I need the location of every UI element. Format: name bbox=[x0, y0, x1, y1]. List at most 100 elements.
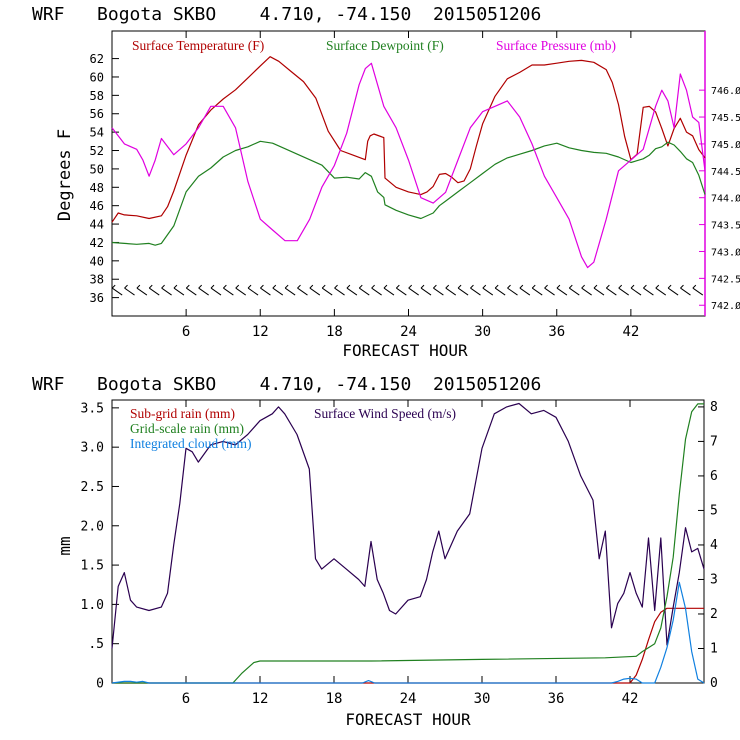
surface-dewpoint-f-line bbox=[111, 140, 706, 246]
x-tick-label: 18 bbox=[326, 691, 343, 707]
grid-scale-rain-mm-line bbox=[112, 403, 704, 684]
wind-barb bbox=[680, 284, 691, 296]
y-tick-label: 0 bbox=[96, 677, 104, 692]
y-tick-label: 2.0 bbox=[81, 519, 104, 534]
x-tick-label: 30 bbox=[474, 324, 491, 340]
surface-wind-speed-m-s-line bbox=[111, 402, 705, 649]
y-tick-label: 36 bbox=[90, 291, 104, 305]
y-tick-label: 42 bbox=[90, 236, 104, 250]
wind-barb bbox=[408, 284, 419, 296]
y2-tick-label: 742.5 bbox=[711, 274, 740, 285]
legend-wind-speed: Surface Wind Speed (m/s) bbox=[314, 406, 456, 421]
y2-tick-label: 4 bbox=[710, 538, 718, 553]
wind-barb bbox=[235, 284, 247, 296]
panel2-ticks: 6 12 18 24 30 36 420.51.01.52.02.53.03.5012345… bbox=[81, 400, 718, 707]
wind-barb bbox=[507, 284, 518, 296]
wind-barb bbox=[519, 284, 531, 296]
wind-barb bbox=[445, 284, 457, 296]
wind-barb bbox=[568, 284, 580, 296]
surface-pressure-mb-line bbox=[111, 62, 706, 269]
y-tick-label: 58 bbox=[90, 89, 104, 103]
wind-barb bbox=[630, 284, 642, 296]
wind-barb bbox=[148, 284, 160, 296]
wind-barb bbox=[531, 284, 543, 296]
wind-barb bbox=[272, 284, 284, 296]
wind-barb bbox=[161, 284, 172, 296]
wind-barb bbox=[111, 284, 123, 296]
y-tick-label: 60 bbox=[90, 70, 104, 84]
y2-tick-label: 5 bbox=[710, 503, 718, 518]
wind-barb bbox=[494, 284, 506, 296]
x-tick-label: 6 bbox=[182, 324, 190, 340]
wind-barb bbox=[581, 284, 592, 296]
wind-barb bbox=[420, 284, 432, 296]
y-tick-label: 52 bbox=[90, 144, 104, 158]
wind-barb bbox=[667, 284, 679, 296]
y-tick-label: 50 bbox=[90, 162, 104, 176]
x-tick-label: 18 bbox=[326, 324, 343, 340]
y-tick-label: 2.5 bbox=[81, 480, 104, 495]
y-tick-label: 3.5 bbox=[81, 401, 104, 416]
y2-tick-label: 7 bbox=[710, 434, 718, 449]
y2-tick-label: 746.Ø bbox=[711, 85, 740, 97]
wind-barb bbox=[383, 284, 395, 296]
wind-barb bbox=[556, 284, 568, 296]
wind-barb bbox=[358, 284, 370, 296]
y2-tick-label: 743.5 bbox=[711, 221, 740, 232]
x-tick-label: 36 bbox=[548, 691, 565, 707]
legend-surface-temperature: Surface Temperature (F) bbox=[132, 38, 264, 53]
y2-tick-label: 743.Ø bbox=[711, 246, 740, 258]
wind-barb bbox=[457, 284, 469, 296]
y2-tick-label: 744.5 bbox=[711, 167, 740, 178]
wind-barb bbox=[618, 284, 629, 296]
panel2-legend: Sub-grid rain (mm) Surface Wind Speed (m… bbox=[130, 406, 456, 451]
y-tick-label: 48 bbox=[90, 181, 104, 195]
y2-tick-label: 3 bbox=[710, 572, 718, 587]
wind-barb bbox=[321, 284, 333, 296]
panel1-ylabel: Degrees F bbox=[55, 129, 75, 221]
y-tick-label: 46 bbox=[90, 199, 104, 213]
x-tick-label: 36 bbox=[548, 324, 565, 340]
wind-barb bbox=[297, 284, 308, 296]
wind-barb bbox=[655, 284, 667, 296]
y-tick-label: .5 bbox=[88, 637, 104, 652]
y-tick-label: 62 bbox=[90, 52, 104, 66]
wind-barb bbox=[136, 284, 148, 296]
wind-barb bbox=[593, 284, 605, 296]
wind-barb bbox=[284, 284, 296, 296]
x-tick-label: 24 bbox=[400, 691, 417, 707]
wind-barb bbox=[334, 284, 345, 296]
wind-barb bbox=[482, 284, 494, 296]
legend-grid-scale-rain: Grid-scale rain (mm) bbox=[130, 421, 244, 436]
panel2-ylabel: mm bbox=[55, 536, 74, 555]
wind-barb bbox=[433, 284, 444, 296]
legend-surface-pressure: Surface Pressure (mb) bbox=[496, 38, 616, 53]
wind-barb bbox=[371, 284, 382, 296]
wind-barb bbox=[185, 284, 197, 296]
y2-tick-label: 745.Ø bbox=[711, 139, 740, 151]
wind-barb bbox=[643, 284, 654, 296]
y-tick-label: 38 bbox=[90, 273, 104, 287]
y2-tick-label: 2 bbox=[710, 607, 718, 622]
x-tick-label: 12 bbox=[252, 324, 269, 340]
y2-tick-label: 744.Ø bbox=[711, 193, 740, 205]
panel1-series bbox=[111, 56, 706, 269]
sub-grid-rain-mm-line bbox=[112, 607, 704, 684]
y-tick-label: 1.0 bbox=[81, 598, 104, 613]
wind-barb bbox=[223, 284, 234, 296]
y2-tick-label: 0 bbox=[710, 676, 718, 691]
legend-surface-dewpoint: Surface Dewpoint (F) bbox=[326, 38, 444, 53]
legend-subgrid-rain: Sub-grid rain (mm) bbox=[130, 406, 235, 421]
y-tick-label: 40 bbox=[90, 254, 104, 268]
x-tick-label: 24 bbox=[400, 324, 417, 340]
wind-barb bbox=[124, 284, 135, 296]
y2-tick-label: 6 bbox=[710, 469, 718, 484]
x-tick-label: 12 bbox=[252, 691, 269, 707]
panel1-xlabel: FORECAST HOUR bbox=[342, 341, 468, 360]
wind-barb bbox=[247, 284, 259, 296]
x-tick-label: 30 bbox=[474, 691, 491, 707]
panel1-legend: Surface Temperature (F) Surface Dewpoint… bbox=[132, 38, 616, 53]
wind-barb bbox=[605, 284, 617, 296]
wind-barb bbox=[470, 284, 481, 296]
